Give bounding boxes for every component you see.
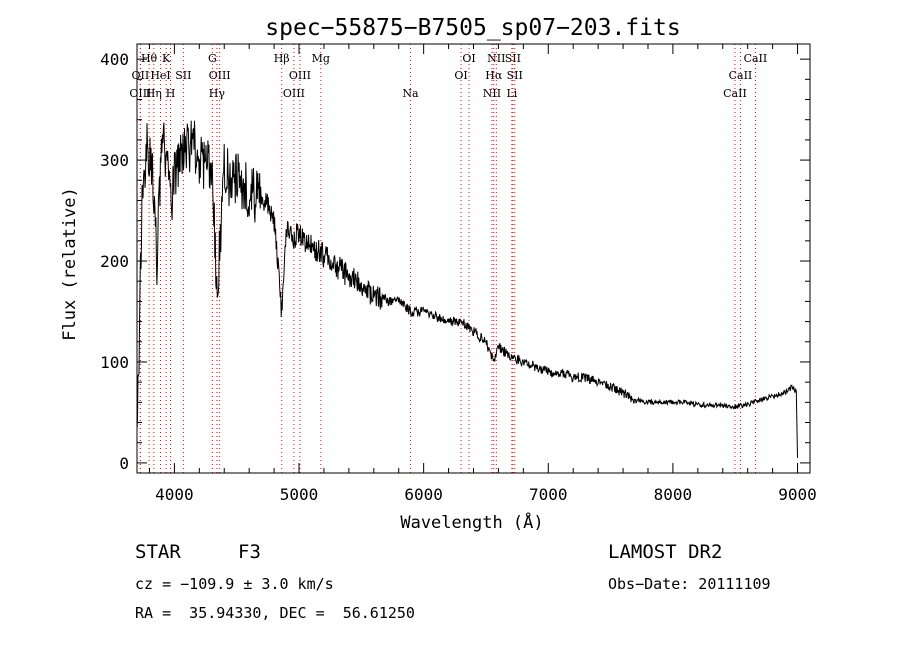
marker-label-19: SII [505,52,521,65]
marker-label-0: Hθ [141,52,158,65]
marker-label-2: OIII [129,87,151,100]
marker-label-26: CaII [723,87,747,100]
object-subclass: F3 [238,541,261,563]
marker-label-15: Na [402,87,419,100]
y-tick-label-1: 100 [100,353,129,372]
marker-label-21: SII [507,69,523,82]
marker-label-5: K [162,52,171,65]
plot-axes: 4000 5000 6000 7000 8000 9000 0 100 200 300 400 [100,43,817,504]
marker-label-23: Li [506,87,517,100]
marker-label-13: OIII [283,87,305,100]
marker-label-12: OIII [289,69,311,82]
spectrum-line [136,120,798,458]
marker-label-14: Mg [312,52,330,65]
x-axis-label: Wavelength (Å) [400,511,543,533]
redshift-velocity: cz = −109.9 ± 3.0 km/s [135,575,334,593]
marker-label-24: CaII [744,52,768,65]
x-tick-label-2: 6000 [404,485,443,504]
marker-label-17: OI [454,69,467,82]
marker-label-11: Hβ [274,52,290,65]
x-tick-label-3: 7000 [529,485,568,504]
spectral-line-markers: HθOIIOIIIHeIHηKSIIHGOIIIHγHβOIIIOIIIMgNa… [129,44,767,473]
y-tick-label-4: 400 [100,50,129,69]
object-class-label: STAR [135,541,181,563]
marker-label-7: H [166,87,176,100]
x-tick-label-4: 8000 [654,485,693,504]
marker-label-20: Hα [485,69,503,82]
observation-date: Obs−Date: 20111109 [608,575,771,593]
marker-label-16: OI [462,52,475,65]
x-tick-label-1: 5000 [280,485,319,504]
y-tick-label-0: 0 [119,454,129,473]
plot-frame [136,43,811,474]
marker-label-1: OII [132,69,150,82]
marker-label-6: SII [175,69,191,82]
marker-label-9: OIII [209,69,231,82]
marker-label-10: Hγ [209,87,226,100]
x-tick-label-0: 4000 [155,485,194,504]
spectrum-series [136,120,798,458]
survey-name: LAMOST DR2 [608,541,723,563]
marker-label-22: NII [483,87,501,100]
x-tick-label-5: 9000 [778,485,817,504]
marker-label-25: CaII [729,69,753,82]
sky-coordinates: RA = 35.94330, DEC = 56.61250 [135,604,415,622]
marker-label-4: Hη [146,87,162,100]
marker-label-8: G [208,52,217,65]
y-tick-label-3: 300 [100,151,129,170]
y-axis-label: Flux (relative) [60,187,80,341]
marker-label-18: NII [487,52,505,65]
y-tick-label-2: 200 [100,252,129,271]
chart-title: spec−55875−B7505_sp07−203.fits [265,15,680,41]
